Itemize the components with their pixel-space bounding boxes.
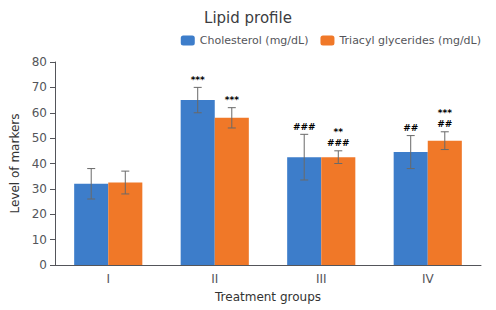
svg-text:Level of markers: Level of markers — [8, 114, 22, 214]
svg-text:20: 20 — [32, 207, 47, 221]
svg-text:40: 40 — [32, 157, 47, 171]
svg-text:###: ### — [327, 138, 350, 148]
svg-text:80: 80 — [32, 55, 47, 69]
svg-text:Cholesterol (mg/dL): Cholesterol (mg/dL) — [200, 34, 309, 47]
svg-text:IV: IV — [422, 272, 435, 286]
svg-text:###: ### — [293, 122, 316, 132]
svg-text:70: 70 — [32, 80, 47, 94]
svg-text:***: *** — [225, 95, 239, 105]
svg-text:60: 60 — [32, 106, 47, 120]
svg-text:**: ** — [334, 127, 344, 137]
svg-text:##: ## — [437, 119, 452, 129]
svg-text:50: 50 — [32, 131, 47, 145]
svg-text:30: 30 — [32, 182, 47, 196]
svg-text:##: ## — [403, 123, 418, 133]
svg-text:Lipid profile: Lipid profile — [204, 9, 292, 27]
svg-text:I: I — [106, 272, 110, 286]
svg-text:III: III — [316, 272, 327, 286]
svg-text:0: 0 — [39, 258, 47, 272]
svg-text:II: II — [211, 272, 218, 286]
svg-text:***: *** — [191, 75, 205, 85]
svg-text:Triacyl glycerides (mg/dL): Triacyl glycerides (mg/dL) — [338, 34, 481, 47]
svg-text:Treatment groups: Treatment groups — [214, 290, 321, 304]
svg-text:***: *** — [438, 108, 452, 118]
svg-text:10: 10 — [32, 233, 47, 247]
